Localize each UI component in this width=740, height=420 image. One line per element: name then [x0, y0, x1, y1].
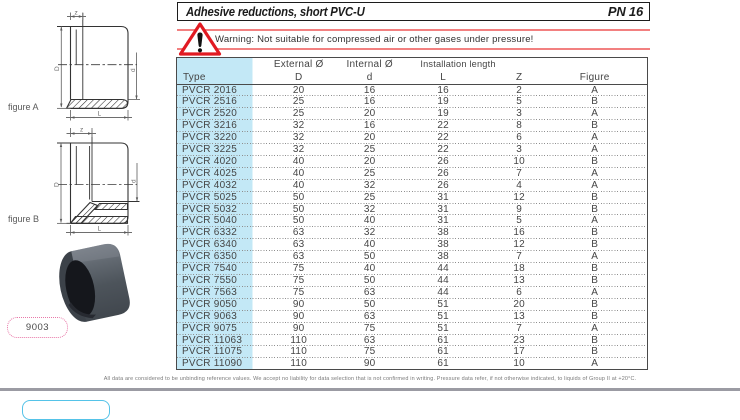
- svg-text:d: d: [131, 179, 138, 183]
- svg-text:d: d: [130, 68, 137, 72]
- svg-text:L: L: [98, 111, 102, 118]
- svg-text:D: D: [54, 66, 61, 71]
- svg-text:z: z: [80, 127, 83, 134]
- svg-text:z: z: [75, 10, 78, 17]
- svg-text:D: D: [54, 182, 61, 187]
- svg-text:L: L: [98, 226, 102, 233]
